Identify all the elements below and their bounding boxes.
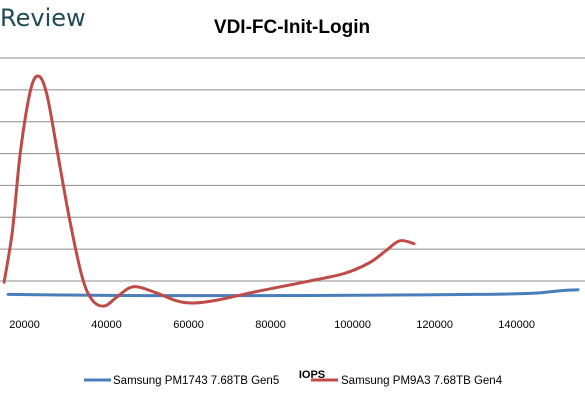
- x-tick-label: 20000: [9, 319, 40, 331]
- chart-title: VDI-FC-Init-Login: [214, 17, 370, 38]
- series-lines: [2, 74, 580, 308]
- series-line-2: [2, 74, 416, 308]
- x-tick-label: 80000: [255, 319, 286, 331]
- series-line-1: [6, 288, 580, 298]
- x-tick-label: 60000: [173, 319, 204, 331]
- x-axis-ticks: 200004000060000800001000001200001400001: [9, 319, 535, 331]
- legend: Samsung PM1743 7.68TB Gen5 Samsung PM9A3 …: [84, 375, 503, 387]
- legend-label-2: Samsung PM9A3 7.68TB Gen4: [341, 375, 503, 387]
- gridlines: [0, 57, 585, 282]
- x-axis-title: IOPS: [299, 369, 325, 381]
- x-tick-label: 40000: [91, 319, 122, 331]
- x-tick-label: 100000: [334, 319, 371, 331]
- review-watermark: Review: [0, 4, 86, 32]
- legend-label-1: Samsung PM1743 7.68TB Gen5: [113, 375, 279, 387]
- x-tick-label: 140000: [498, 319, 535, 331]
- x-tick-label: 120000: [416, 319, 453, 331]
